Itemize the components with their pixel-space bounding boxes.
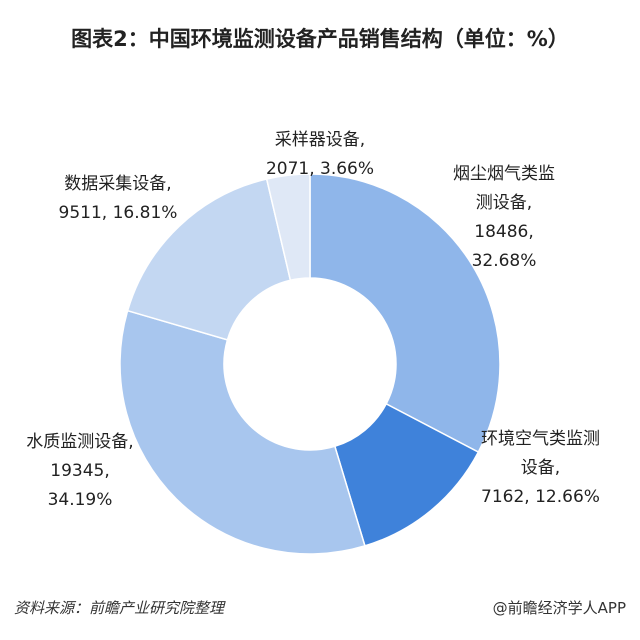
slice-label: 环境空气类监测设备, 7162, 12.66% [478, 425, 603, 512]
value-label: 2071, 3.66% [265, 159, 375, 179]
category-label: 采样器设备, [274, 130, 366, 150]
slice-label: 数据采集设备, 9511, 16.81% [28, 170, 208, 228]
source-note: 资料来源：前瞻产业研究院整理 [14, 599, 225, 617]
donut-slice [333, 402, 480, 547]
value-label: 7162, 12.66% [481, 487, 600, 507]
value-label: 19345, 34.19% [47, 461, 113, 510]
category-label: 水质监测设备, [26, 432, 134, 452]
chart-title: 图表2：中国环境监测设备产品销售结构（单位：%） [71, 27, 569, 51]
donut-slice [309, 173, 501, 454]
credit: @前瞻经济学人APP [492, 599, 626, 617]
value-label: 18486, 32.68% [471, 222, 537, 271]
donut-slice [119, 309, 366, 555]
donut-slice [126, 178, 292, 341]
category-label: 环境空气类监测设备, [481, 429, 600, 478]
slice-label: 采样器设备, 2071, 3.66% [240, 126, 400, 184]
donut-slice [265, 173, 311, 282]
category-label: 烟尘烟气类监测设备, [453, 164, 555, 213]
slice-label: 水质监测设备, 19345, 34.19% [20, 428, 140, 515]
value-label: 9511, 16.81% [58, 203, 178, 223]
category-label: 数据采集设备, [64, 174, 172, 194]
slice-label: 烟尘烟气类监测设备, 18486, 32.68% [448, 160, 560, 276]
